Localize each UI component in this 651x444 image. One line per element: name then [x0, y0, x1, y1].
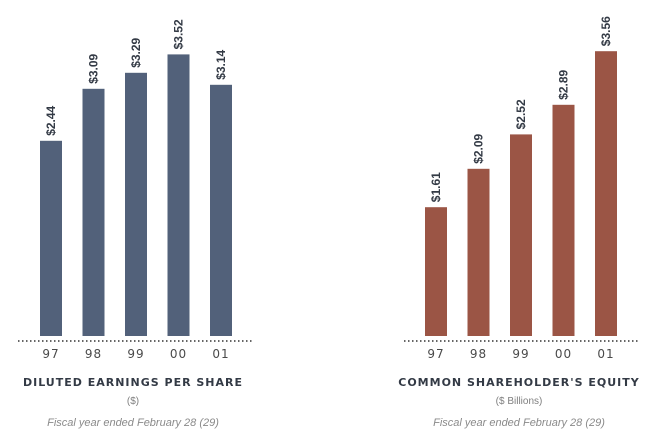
bar-97	[425, 207, 447, 336]
data-label-98: $3.09	[87, 53, 101, 83]
bar-01	[595, 51, 617, 336]
x-tick-label: 97	[427, 347, 444, 361]
x-tick-label: 01	[212, 347, 229, 361]
chart-title: COMMON SHAREHOLDER'S EQUITY	[398, 376, 640, 389]
x-tick-label: 00	[170, 347, 187, 361]
chart-note: Fiscal year ended February 28 (29)	[47, 417, 219, 429]
chart-title: DILUTED EARNINGS PER SHARE	[23, 376, 243, 389]
earnings-per-share-chart: DILUTED EARNINGS PER SHARE ($) Fiscal ye…	[18, 19, 252, 429]
bar-00	[167, 54, 190, 337]
x-tick-label: 98	[470, 347, 487, 361]
bar-98	[467, 168, 490, 336]
x-tick-label: 00	[555, 347, 572, 361]
data-label-97: $1.61	[429, 172, 443, 202]
data-label-00: $3.52	[172, 19, 186, 49]
data-label-99: $2.52	[514, 99, 528, 129]
bar-98	[82, 88, 105, 336]
bar-99	[125, 72, 147, 337]
data-label-97: $2.44	[44, 105, 58, 135]
x-tick-label: 01	[597, 347, 614, 361]
shareholders-equity-chart: COMMON SHAREHOLDER'S EQUITY ($ Billions)…	[398, 16, 640, 429]
x-tick-label: 99	[512, 347, 529, 361]
chart-note: Fiscal year ended February 28 (29)	[433, 417, 605, 429]
bar-01	[210, 84, 232, 336]
bar-97	[40, 140, 62, 336]
x-tick-label: 99	[127, 347, 144, 361]
data-label-01: $3.14	[214, 49, 228, 79]
bar-99	[510, 134, 532, 336]
x-tick-label: 98	[85, 347, 102, 361]
x-tick-label: 97	[42, 347, 59, 361]
data-label-99: $3.29	[129, 37, 143, 67]
chart-subtitle: ($)	[127, 396, 139, 407]
bar-00	[552, 104, 575, 336]
data-label-01: $3.56	[599, 16, 613, 46]
data-label-00: $2.89	[557, 69, 571, 99]
data-label-98: $2.09	[472, 133, 486, 163]
chart-subtitle: ($ Billions)	[496, 396, 543, 407]
